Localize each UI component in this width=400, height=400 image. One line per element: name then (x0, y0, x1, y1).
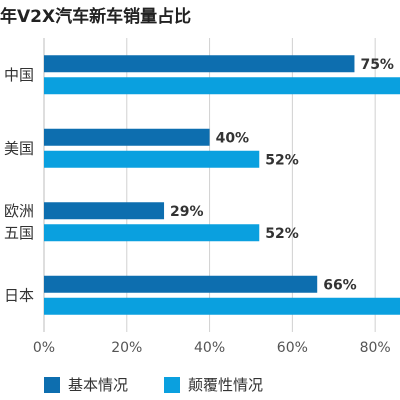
bar (44, 224, 260, 242)
x-tick-label: 20% (111, 340, 142, 356)
bar (44, 150, 260, 168)
value-label: 52% (265, 226, 299, 242)
bar (44, 128, 210, 146)
value-label: 75% (360, 57, 394, 73)
category-label: 日本 (4, 286, 34, 304)
bar (44, 55, 355, 73)
category-label-line: 欧洲 (4, 202, 34, 220)
value-label: 52% (265, 152, 299, 168)
x-tick-label: 60% (277, 340, 308, 356)
value-label: 40% (216, 130, 250, 146)
legend-swatch-basic (44, 376, 60, 393)
legend-item-basic: 基本情况 (44, 374, 128, 395)
x-tick-label: 0% (33, 340, 55, 356)
category-label-line: 美国 (4, 139, 34, 157)
category-label-line: 五国 (4, 224, 34, 242)
category-label: 美国 (4, 139, 34, 157)
category-label-line: 中国 (4, 66, 34, 84)
value-label: 29% (170, 204, 204, 220)
bar (44, 202, 165, 220)
bar (44, 77, 400, 95)
legend-item-disruptive: 颠覆性情况 (164, 374, 263, 395)
category-label: 欧洲五国 (4, 202, 34, 242)
x-tick-label: 40% (194, 340, 225, 356)
x-tick-label: 80% (360, 340, 391, 356)
bar (44, 297, 400, 315)
category-label-line: 日本 (4, 286, 34, 304)
legend-label-disruptive: 颠覆性情况 (188, 376, 264, 394)
legend-swatch-disruptive (164, 376, 181, 393)
bar (44, 275, 318, 293)
legend-label-basic: 基本情况 (68, 376, 129, 394)
legend: 基本情况 颠覆性情况 (44, 374, 299, 395)
value-label: 66% (323, 277, 357, 293)
chart-title: 年V2X汽车新车销量占比 (0, 7, 192, 27)
category-label: 中国 (4, 66, 34, 84)
